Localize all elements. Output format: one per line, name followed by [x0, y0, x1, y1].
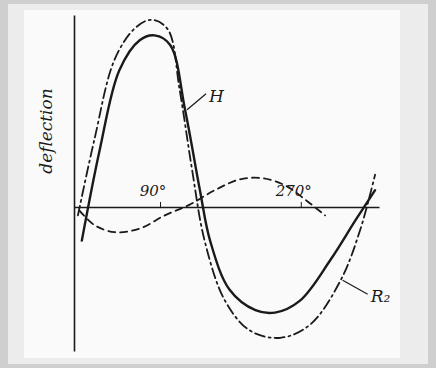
x-tick: 90° — [140, 182, 167, 207]
x-axis: 90° 270° — [75, 182, 380, 208]
leader-line — [343, 280, 368, 294]
x-axis-line — [75, 207, 380, 209]
series-line — [82, 35, 375, 313]
chart: 90° 270° deflection H R₂ — [0, 0, 436, 368]
x-tick: 270° — [275, 182, 312, 207]
series-line — [79, 178, 325, 233]
curve-label: H — [208, 86, 225, 106]
y-axis-line — [74, 16, 76, 352]
y-axis-title: deflection — [36, 88, 56, 173]
lines — [78, 20, 375, 338]
paper — [8, 4, 428, 364]
paper-inner — [24, 10, 400, 358]
x-tick-label: 90° — [140, 182, 167, 200]
curve-label: R₂ — [370, 286, 391, 306]
leader-line — [187, 94, 206, 110]
y-axis — [74, 16, 75, 352]
series-line — [78, 20, 375, 338]
x-tick-label: 270° — [275, 182, 312, 200]
x-tick-mark — [301, 202, 302, 207]
x-tick-mark — [160, 202, 161, 207]
